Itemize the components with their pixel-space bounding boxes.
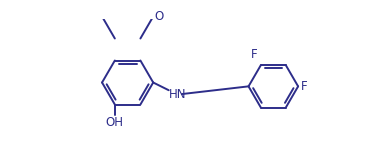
Text: OH: OH	[106, 116, 124, 129]
Text: F: F	[251, 48, 258, 61]
Text: HN: HN	[168, 88, 186, 101]
Text: F: F	[301, 80, 308, 93]
Text: O: O	[155, 10, 164, 23]
